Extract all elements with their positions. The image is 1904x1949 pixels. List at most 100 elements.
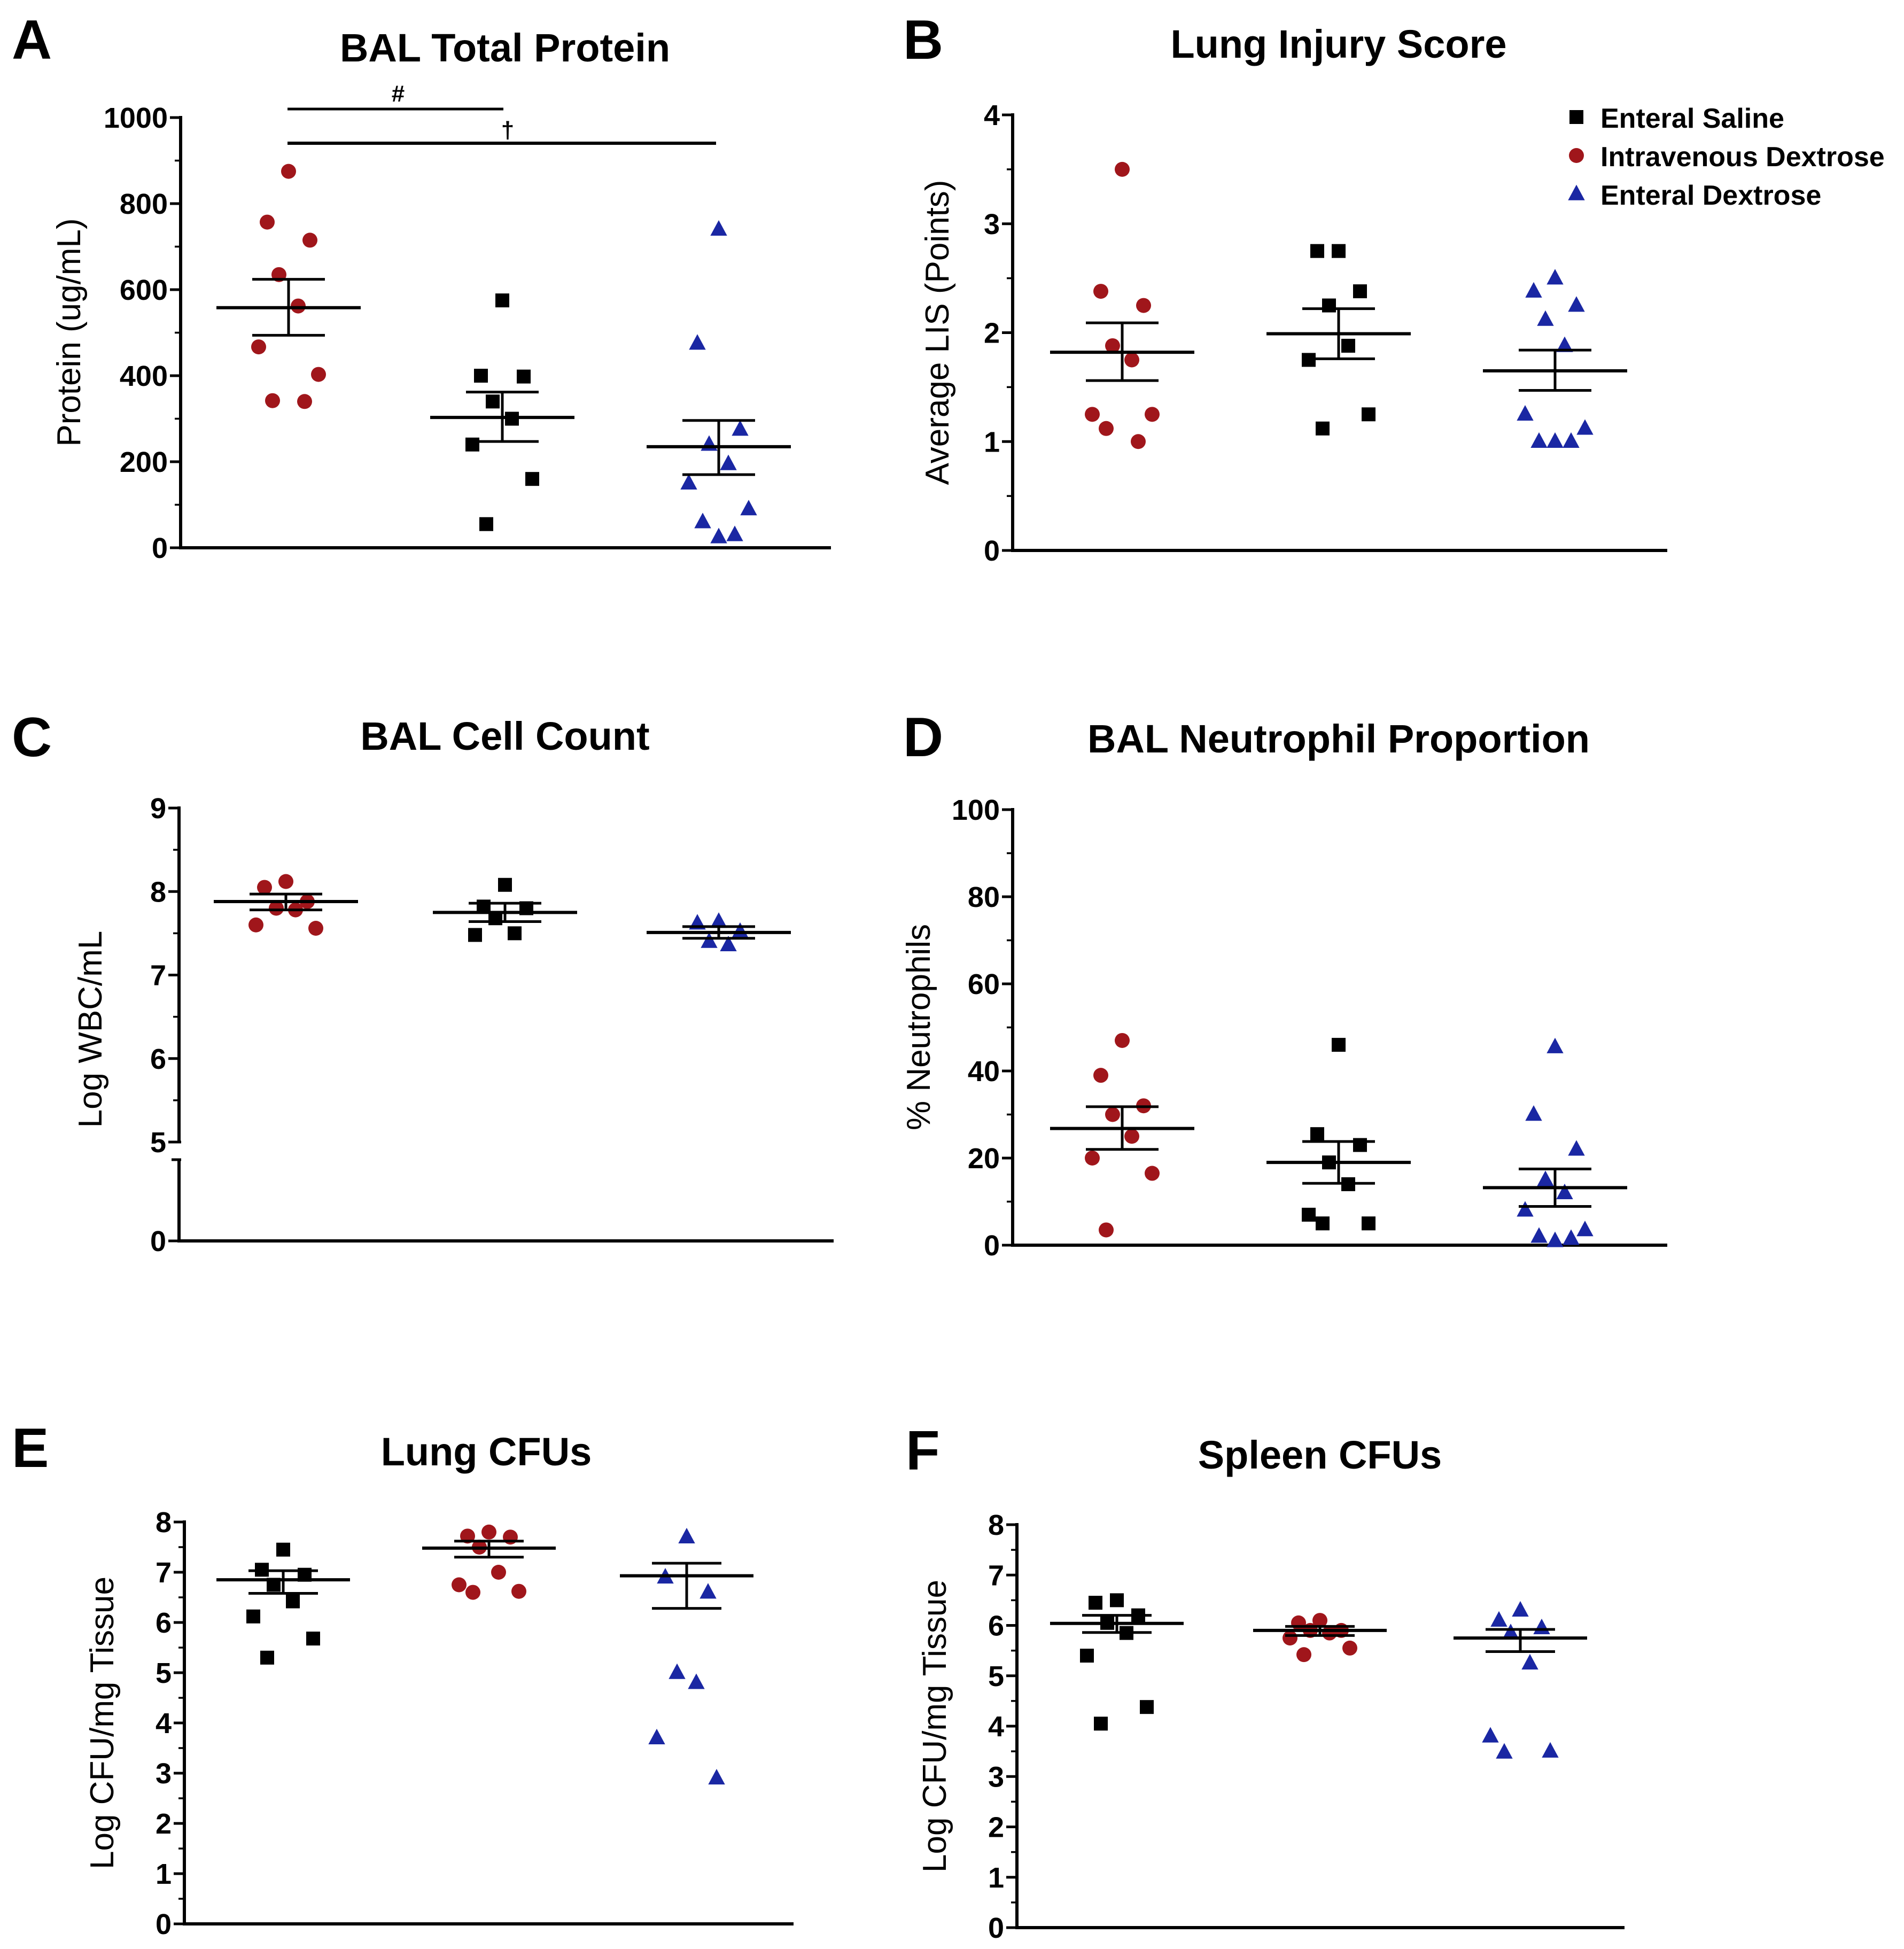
y-tick-label: 6 bbox=[156, 1607, 172, 1639]
data-point bbox=[1089, 1596, 1102, 1610]
data-point bbox=[1362, 407, 1375, 422]
group-enteral-dextrose bbox=[647, 220, 791, 543]
data-point bbox=[479, 517, 493, 531]
group-enteral-dextrose bbox=[647, 912, 791, 952]
panel-letter: D bbox=[903, 706, 943, 768]
y-tick-label: 2 bbox=[988, 1812, 1004, 1844]
data-point bbox=[1537, 310, 1554, 326]
data-point bbox=[452, 1577, 467, 1593]
data-point bbox=[1110, 1593, 1124, 1608]
panel-D: D BAL Neutrophil Proportion % Neutrophils 0… bbox=[900, 706, 1667, 1262]
group-enteral-saline bbox=[433, 878, 577, 942]
group-enteral-dextrose bbox=[1483, 1037, 1627, 1247]
data-point bbox=[708, 1769, 725, 1785]
data-point bbox=[1105, 338, 1120, 353]
data-point bbox=[1546, 1231, 1564, 1247]
data-point bbox=[1537, 1170, 1554, 1186]
data-point bbox=[260, 1650, 274, 1665]
group-enteral-saline bbox=[1266, 244, 1411, 436]
y-tick-label: 4 bbox=[156, 1707, 172, 1740]
y-tick-label: 7 bbox=[988, 1559, 1004, 1591]
data-point bbox=[297, 394, 312, 409]
data-point bbox=[688, 1673, 705, 1689]
data-point bbox=[1124, 1129, 1139, 1144]
data-point bbox=[1512, 1601, 1529, 1617]
data-point bbox=[1124, 352, 1139, 368]
panel-letter: C bbox=[12, 706, 52, 768]
chart-title: BAL Neutrophil Proportion bbox=[1087, 717, 1590, 761]
chart-title: Spleen CFUs bbox=[1198, 1433, 1442, 1477]
y-tick-label: 800 bbox=[120, 188, 168, 220]
group-intravenous-dextrose bbox=[216, 164, 361, 409]
group-enteral-saline bbox=[216, 1542, 350, 1665]
group-intravenous-dextrose bbox=[1253, 1613, 1387, 1663]
y-axis-label: Average LIS (Points) bbox=[919, 180, 956, 485]
data-point bbox=[281, 164, 296, 179]
data-point bbox=[491, 1565, 506, 1580]
data-point bbox=[1332, 244, 1346, 258]
data-point bbox=[689, 334, 706, 350]
group-intravenous-dextrose bbox=[1050, 161, 1194, 449]
y-tick-label: 5 bbox=[150, 1127, 166, 1159]
data-point bbox=[468, 928, 482, 942]
data-point bbox=[1085, 1151, 1100, 1166]
data-point bbox=[1490, 1611, 1507, 1627]
data-point bbox=[1105, 1107, 1120, 1122]
chart-title: BAL Cell Count bbox=[360, 714, 649, 758]
data-point bbox=[1296, 1647, 1311, 1663]
data-point bbox=[1115, 161, 1130, 177]
data-point bbox=[1310, 1127, 1324, 1142]
data-point bbox=[732, 420, 749, 436]
chart-title: BAL Total Protein bbox=[340, 26, 670, 70]
y-tick-label: 2 bbox=[984, 317, 1000, 350]
panel-letter: A bbox=[12, 9, 52, 71]
data-point bbox=[260, 214, 275, 230]
data-point bbox=[276, 1542, 290, 1557]
data-point bbox=[1542, 1742, 1559, 1758]
data-point bbox=[1517, 405, 1534, 421]
group-intravenous-dextrose bbox=[214, 874, 358, 936]
data-point bbox=[1136, 298, 1151, 313]
data-point bbox=[1312, 1613, 1327, 1628]
group-enteral-saline bbox=[1050, 1593, 1184, 1731]
data-point bbox=[1140, 1700, 1154, 1714]
y-tick-label: 5 bbox=[988, 1660, 1004, 1692]
data-point bbox=[498, 878, 512, 892]
data-point bbox=[465, 1585, 480, 1600]
data-point bbox=[1502, 1624, 1519, 1640]
y-axis-label: Log WBC/mL bbox=[72, 931, 109, 1128]
data-point bbox=[1332, 1038, 1346, 1052]
data-point bbox=[740, 500, 757, 516]
y-tick-label: 0 bbox=[152, 532, 168, 564]
y-tick-label: 40 bbox=[968, 1055, 1000, 1088]
legend-item: Intravenous Dextrose bbox=[1569, 142, 1885, 173]
group-enteral-saline bbox=[430, 293, 574, 531]
y-axis-label: Log CFU/mg Tissue bbox=[916, 1580, 953, 1873]
data-point bbox=[1322, 298, 1336, 313]
legend-marker bbox=[1568, 184, 1585, 200]
data-point bbox=[1546, 269, 1564, 285]
data-point bbox=[511, 1583, 526, 1599]
data-point bbox=[1362, 1216, 1375, 1231]
data-point bbox=[1341, 338, 1355, 353]
legend-label: Enteral Saline bbox=[1600, 103, 1784, 134]
data-point bbox=[248, 917, 263, 933]
data-point bbox=[508, 926, 522, 941]
group-intravenous-dextrose bbox=[1050, 1032, 1194, 1238]
data-point bbox=[525, 472, 539, 486]
legend-label: Enteral Dextrose bbox=[1600, 180, 1821, 211]
group-enteral-dextrose bbox=[1454, 1601, 1587, 1759]
chart-title: Lung Injury Score bbox=[1170, 22, 1506, 66]
data-point bbox=[1342, 1640, 1357, 1656]
y-tick-label: 7 bbox=[150, 960, 166, 992]
data-point bbox=[1316, 1216, 1330, 1231]
data-point bbox=[481, 1524, 496, 1540]
data-point bbox=[278, 874, 293, 889]
significance-label-1: # bbox=[392, 81, 405, 107]
legend-marker bbox=[1569, 148, 1584, 163]
data-point bbox=[1568, 1140, 1585, 1156]
panel-letter: B bbox=[903, 9, 943, 71]
data-point bbox=[1556, 1183, 1573, 1199]
y-tick-label: 60 bbox=[968, 968, 1000, 1000]
